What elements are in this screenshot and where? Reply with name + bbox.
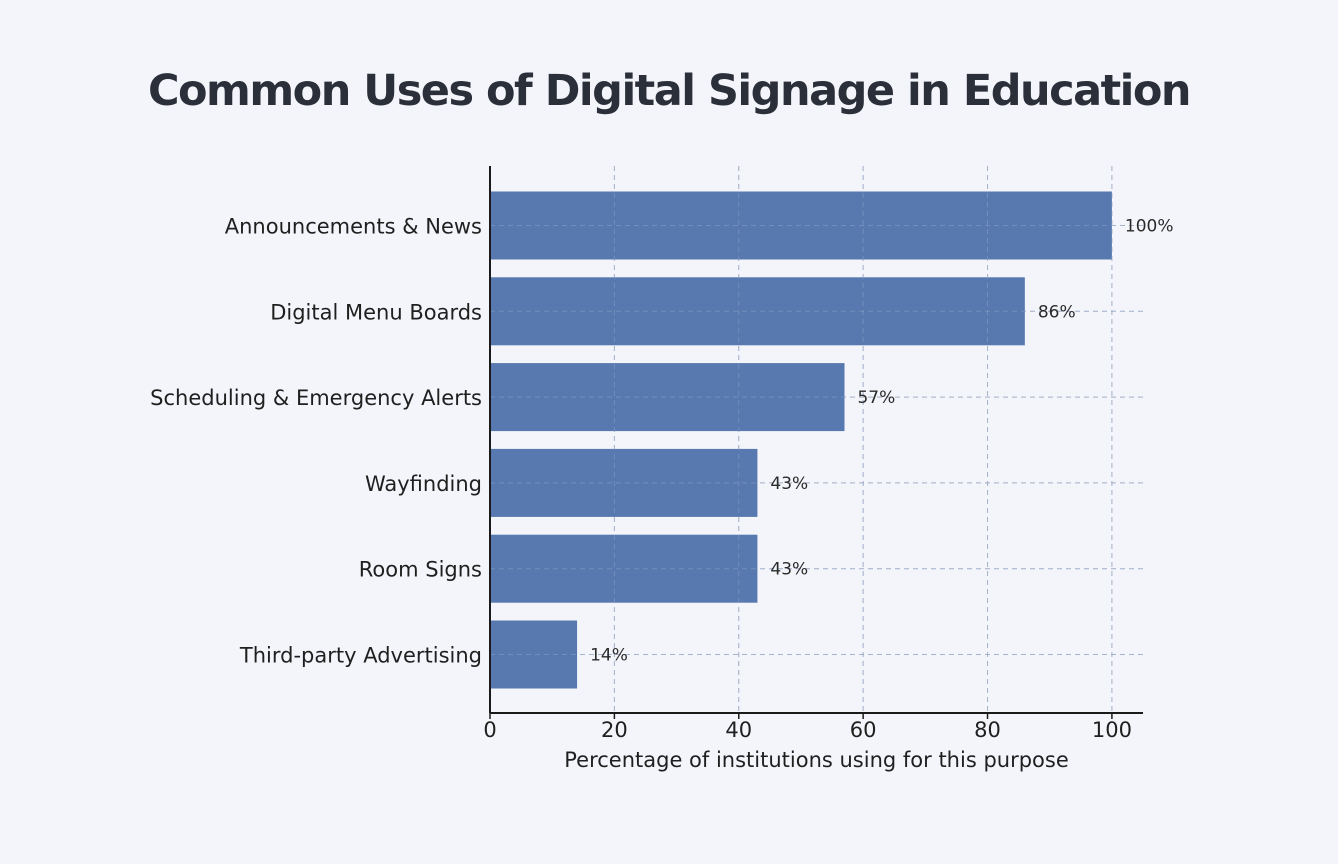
x-tick-label-20: 20 — [601, 718, 628, 742]
value-label-4: 43% — [770, 560, 808, 580]
chart-title: Common Uses of Digital Signage in Educat… — [147, 66, 1192, 116]
bar-4 — [490, 534, 758, 603]
category-label-3: Wayfinding — [365, 472, 482, 496]
x-tick-label-80: 80 — [974, 718, 1001, 742]
category-label-1: Digital Menu Boards — [270, 300, 482, 324]
bars — [490, 166, 1143, 713]
category-label-5: Third-party Advertising — [239, 644, 482, 668]
category-label-0: Announcements & News — [225, 215, 482, 239]
value-label-2: 57% — [857, 388, 895, 408]
category-label-2: Scheduling & Emergency Alerts — [150, 386, 482, 410]
value-label-1: 86% — [1038, 302, 1076, 322]
x-tick-label-60: 60 — [850, 718, 877, 742]
x-tick-label-0: 0 — [483, 718, 496, 742]
value-label-3: 43% — [770, 474, 808, 494]
bar-2 — [490, 363, 845, 432]
value-label-5: 14% — [590, 646, 628, 666]
x-tick-label-100: 100 — [1092, 718, 1132, 742]
labels: Announcements & News Digital Menu Boards S… — [150, 215, 1173, 743]
axes — [489, 166, 1143, 714]
bar-3 — [490, 448, 758, 517]
x-tick-label-40: 40 — [725, 718, 752, 742]
x-axis-label: Percentage of institutions using for thi… — [564, 748, 1069, 772]
value-label-0: 100% — [1125, 217, 1174, 237]
category-label-4: Room Signs — [359, 558, 482, 582]
